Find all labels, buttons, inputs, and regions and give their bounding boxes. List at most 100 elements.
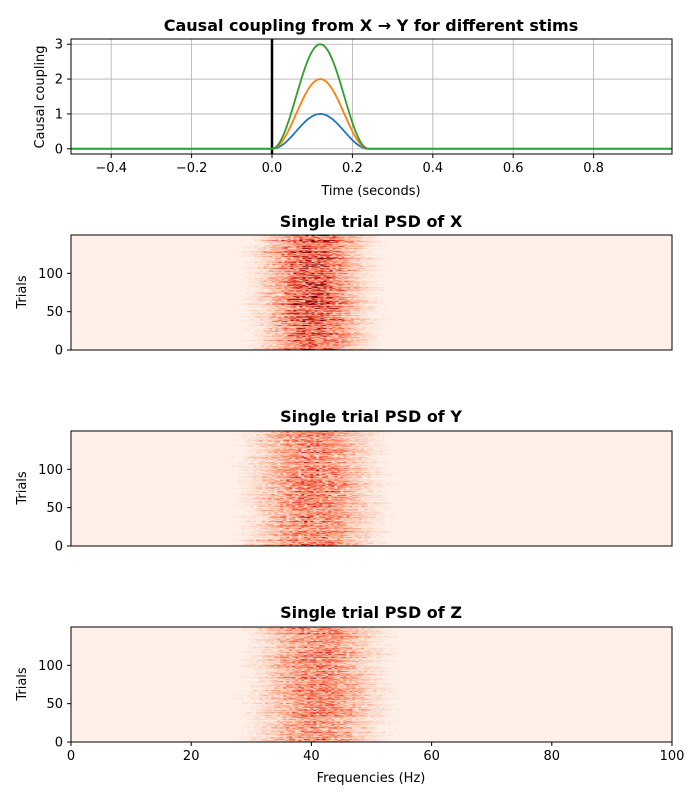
heatmap-cell (326, 343, 330, 345)
heatmap-cell (377, 326, 381, 328)
heatmap-cell (344, 320, 348, 322)
heatmap-cell (332, 318, 336, 320)
heatmap-cell (287, 329, 291, 331)
heatmap-cell (329, 340, 333, 342)
heatmap-cell (338, 333, 342, 335)
heatmap-cell (263, 266, 267, 268)
heatmap-cell (305, 309, 309, 311)
heatmap-cell (308, 340, 312, 342)
heatmap-cell (260, 304, 264, 306)
heatmap-cell (281, 330, 285, 332)
heatmap-cell (332, 308, 336, 310)
heatmap-cell (263, 314, 267, 316)
heatmap-cell (257, 281, 261, 283)
heatmap-cell (368, 285, 372, 287)
heatmap-cell (284, 340, 288, 342)
heatmap-cell (332, 340, 336, 342)
heatmap-cell (350, 345, 354, 347)
heatmap-cell (359, 340, 363, 342)
heatmap-cell (314, 343, 318, 345)
heatmap-cell (290, 310, 294, 312)
heatmap-cell (320, 345, 324, 347)
heatmap-cell (293, 330, 297, 332)
heatmap-cell (362, 282, 366, 284)
heatmap-cell (242, 277, 246, 279)
heatmap-cell (365, 320, 369, 322)
heatmap-cell (299, 306, 303, 308)
heatmap-cell (356, 333, 360, 335)
heatmap-cell (305, 323, 309, 325)
heatmap-cell (254, 301, 258, 303)
heatmap-cell (362, 343, 366, 345)
heatmap-cell (338, 321, 342, 323)
heatmap-cell (248, 277, 252, 279)
heatmap-cell (278, 327, 282, 329)
heatmap-cell (353, 336, 357, 339)
heatmap-cell (353, 308, 357, 310)
heatmap-cell (356, 336, 360, 338)
heatmap-cell (311, 310, 315, 312)
heatmap-cell (350, 346, 354, 348)
heatmap-cell (323, 318, 327, 320)
heatmap-cell (266, 309, 270, 311)
heatmap-cell (302, 337, 306, 339)
heatmap-cell (305, 321, 309, 323)
heatmap-cell (320, 312, 324, 314)
heatmap-cell (362, 340, 366, 342)
heatmap-cell (314, 313, 318, 316)
heatmap-cell (356, 330, 360, 332)
heatmap-cell (329, 306, 333, 308)
heatmap-cell (314, 310, 318, 312)
heatmap-cell (329, 305, 333, 307)
heatmap-cell (362, 327, 366, 329)
heatmap-cell (287, 308, 291, 310)
heatmap-cell (335, 343, 339, 345)
heatmap-cell (287, 346, 291, 348)
heatmap-cell (269, 304, 273, 306)
heatmap-cell (362, 333, 366, 335)
heatmap-cell (269, 303, 273, 305)
heatmap-cell (296, 307, 300, 309)
heatmap-cell (359, 317, 363, 319)
heatmap-cell (302, 327, 306, 329)
heatmap-cell (329, 312, 333, 314)
heatmap-cell (305, 327, 309, 329)
heatmap-cell (314, 322, 318, 324)
heatmap-cell (305, 337, 309, 339)
heatmap-cell (323, 314, 327, 316)
heatmap-cell (293, 308, 297, 310)
heatmap-cell (248, 284, 252, 286)
heatmap-cell (251, 273, 255, 275)
heatmap-cell (368, 337, 372, 339)
heatmap-cell (374, 287, 378, 289)
heatmap-cell (371, 300, 375, 302)
heatmap-cell (293, 341, 297, 343)
heatmap-cell (263, 333, 267, 335)
heatmap-cell (290, 324, 294, 326)
heatmap-cell (377, 333, 381, 335)
heatmap-cell (257, 327, 261, 329)
heatmap-cell (353, 321, 357, 323)
heatmap-cell (257, 304, 261, 306)
heatmap-cell (317, 317, 321, 319)
heatmap-cell (374, 257, 378, 259)
heatmap-cell (254, 259, 258, 261)
heatmap-cell (290, 331, 294, 333)
heatmap-cell (242, 303, 246, 305)
heatmap-cell (311, 307, 315, 309)
heatmap-cell (350, 327, 354, 329)
heatmap-cell (377, 277, 381, 279)
heatmap-cell (353, 318, 357, 320)
heatmap-cell (317, 327, 321, 329)
heatmap-cell (290, 325, 294, 327)
heatmap-cell (347, 335, 351, 337)
heatmap-cell (311, 330, 315, 332)
heatmap-cell (287, 324, 291, 326)
heatmap-cell (275, 310, 279, 312)
heatmap-cell (344, 334, 348, 336)
heatmap-cell (329, 309, 333, 311)
heatmap-cell (296, 304, 300, 306)
heatmap-cell (254, 313, 258, 316)
heatmap-cell (329, 338, 333, 340)
heatmap-cell (347, 346, 351, 348)
